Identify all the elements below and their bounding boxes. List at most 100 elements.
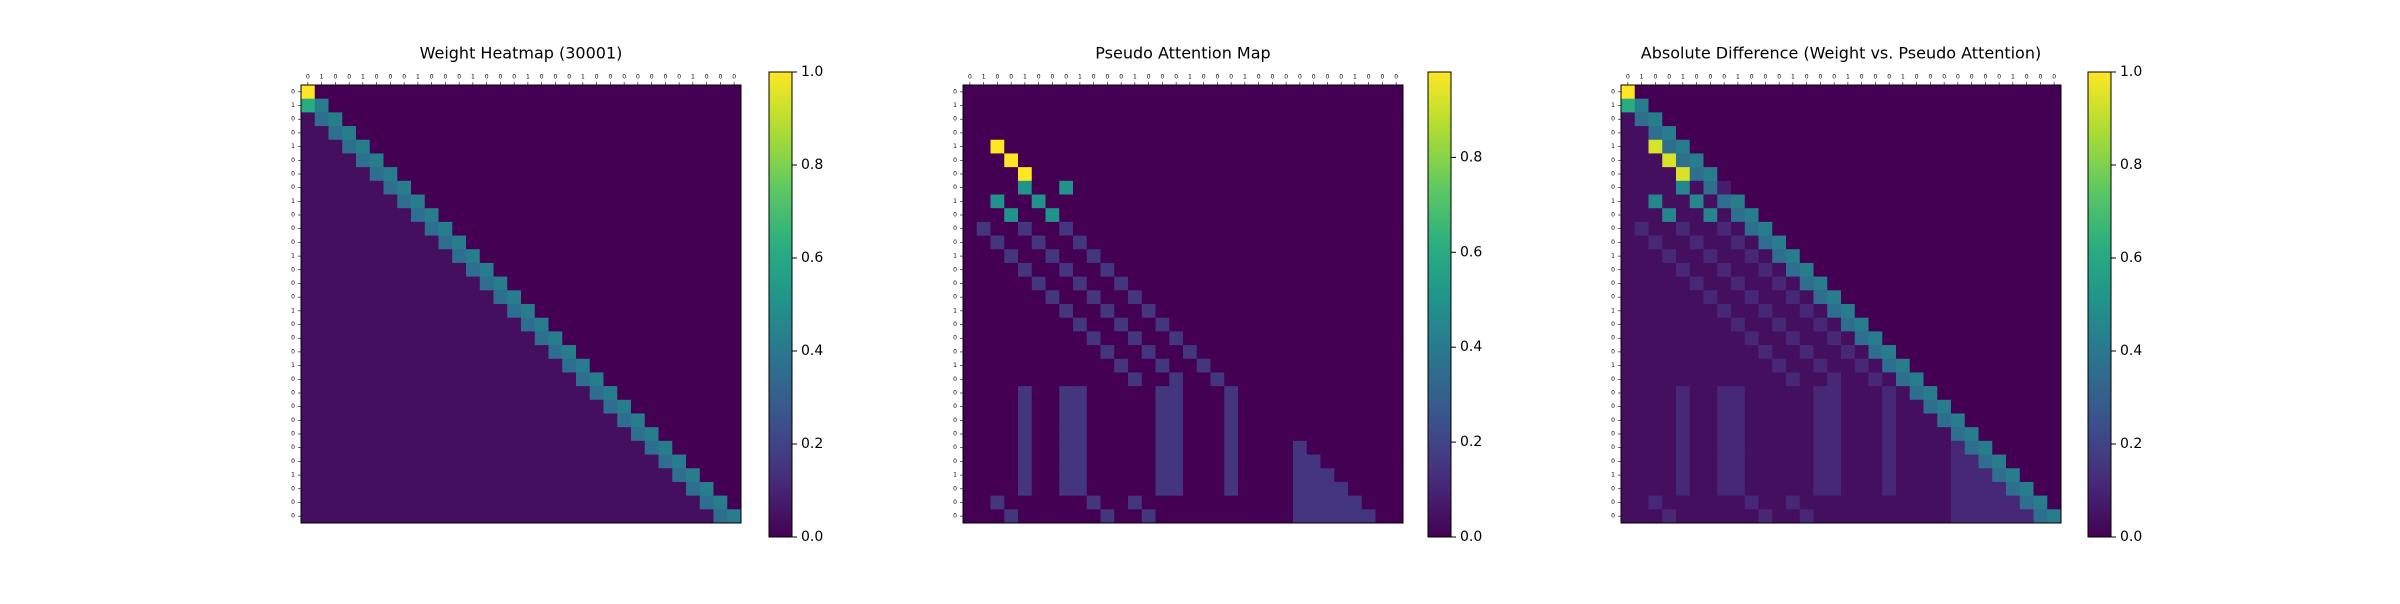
heatmap-cell <box>1141 386 1156 401</box>
heatmap-cell <box>1251 427 1266 442</box>
heatmap-cell <box>1224 221 1239 236</box>
heatmap-cell <box>589 208 604 223</box>
heatmap-cell <box>644 112 659 127</box>
heatmap-cell <box>1717 440 1732 455</box>
heatmap-cell <box>1251 440 1266 455</box>
heatmap-cell <box>1703 276 1718 291</box>
heatmap-cell <box>1059 235 1074 250</box>
heatmap-cell <box>1909 331 1924 346</box>
heatmap-cell <box>713 126 728 141</box>
heatmap-cell <box>576 180 591 195</box>
heatmap-cell <box>328 249 343 264</box>
heatmap-cell <box>1937 290 1952 305</box>
heatmap-cell <box>1210 399 1225 414</box>
heatmap-cell <box>1731 509 1746 524</box>
heatmap-cell <box>1758 495 1773 510</box>
heatmap-cell <box>1265 427 1280 442</box>
heatmap-cell <box>1334 235 1349 250</box>
heatmap-cell <box>727 345 742 360</box>
heatmap-cell <box>1265 372 1280 387</box>
heatmap-cell <box>644 413 659 428</box>
heatmap-cell <box>976 317 991 332</box>
heatmap-cell <box>1882 262 1897 278</box>
heatmap-cell <box>1648 454 1663 469</box>
heatmap-cell <box>1937 372 1952 387</box>
heatmap-cell <box>1251 85 1266 100</box>
heatmap-cell <box>314 167 329 182</box>
heatmap-cell <box>1689 208 1704 223</box>
heatmap-cell <box>1169 509 1184 524</box>
heatmap-cell <box>1786 194 1801 209</box>
y-tick-label: 0 <box>1611 513 1615 520</box>
heatmap-cell <box>1841 262 1856 278</box>
heatmap-cell <box>383 304 398 319</box>
heatmap-cell <box>1717 317 1732 332</box>
heatmap-cell <box>1909 481 1924 497</box>
heatmap-cell <box>356 85 371 100</box>
x-tick-label: 0 <box>1064 74 1068 81</box>
heatmap-cell <box>976 399 991 414</box>
heatmap-cell <box>424 509 439 524</box>
heatmap-cell <box>1841 194 1856 209</box>
heatmap-cell <box>1854 481 1869 497</box>
heatmap-cell <box>1703 290 1718 305</box>
heatmap-cell <box>1772 221 1787 236</box>
x-tick-label: 0 <box>1380 74 1384 81</box>
heatmap-cell <box>1827 221 1842 236</box>
heatmap-cell <box>1196 276 1211 291</box>
heatmap-cell <box>1868 372 1883 387</box>
heatmap-cell <box>521 194 536 209</box>
heatmap-cell <box>562 509 577 524</box>
heatmap-cell <box>2019 468 2034 483</box>
heatmap-cell <box>1128 399 1143 414</box>
heatmap-cell <box>1634 399 1649 414</box>
heatmap-cell <box>1018 221 1033 236</box>
heatmap-cell <box>1731 399 1746 414</box>
x-tick-label: 1 <box>581 74 585 81</box>
heatmap-cell <box>1100 180 1115 195</box>
heatmap-cell <box>589 235 604 250</box>
heatmap-cell <box>369 331 384 346</box>
heatmap-cell <box>2019 413 2034 428</box>
heatmap-cell <box>1265 509 1280 524</box>
heatmap-cell <box>342 290 357 305</box>
heatmap-cell <box>686 262 701 278</box>
heatmap-cell <box>1964 112 1979 127</box>
heatmap-cell <box>1648 290 1663 305</box>
heatmap-cell <box>1648 440 1663 455</box>
heatmap-cell <box>534 249 549 264</box>
heatmap-cell <box>452 372 467 387</box>
heatmap-cell <box>631 194 646 209</box>
heatmap-cell <box>1799 249 1814 264</box>
heatmap-cell <box>507 249 522 264</box>
heatmap-cell <box>1375 481 1390 497</box>
heatmap-cell <box>1279 386 1294 401</box>
heatmap-cell <box>1210 153 1225 168</box>
y-tick-label: 0 <box>1611 280 1615 287</box>
heatmap-cell <box>1018 304 1033 319</box>
heatmap-cell <box>1169 98 1184 113</box>
heatmap-cell <box>672 139 687 154</box>
heatmap-cell <box>1375 509 1390 524</box>
heatmap-cell <box>963 249 978 264</box>
heatmap-cell <box>2047 331 2062 346</box>
heatmap-cell <box>658 167 673 182</box>
heatmap-cell <box>466 372 481 387</box>
heatmap-cell <box>1073 208 1088 223</box>
heatmap-cell <box>1375 112 1390 127</box>
heatmap-cell <box>356 481 371 497</box>
heatmap-cell <box>342 399 357 414</box>
heatmap-cell <box>1992 276 2007 291</box>
heatmap-cell <box>1717 331 1732 346</box>
heatmap-cell <box>383 221 398 236</box>
heatmap-cell <box>1992 262 2007 278</box>
heatmap-cell <box>1689 440 1704 455</box>
heatmap-cell <box>1992 509 2007 524</box>
heatmap-cell <box>452 413 467 428</box>
heatmap-cell <box>1772 358 1787 373</box>
heatmap-cell <box>369 454 384 469</box>
y-tick-label: 0 <box>1611 389 1615 396</box>
heatmap-cell <box>1196 85 1211 100</box>
heatmap-cell <box>438 440 453 455</box>
heatmap-cell <box>1196 262 1211 278</box>
